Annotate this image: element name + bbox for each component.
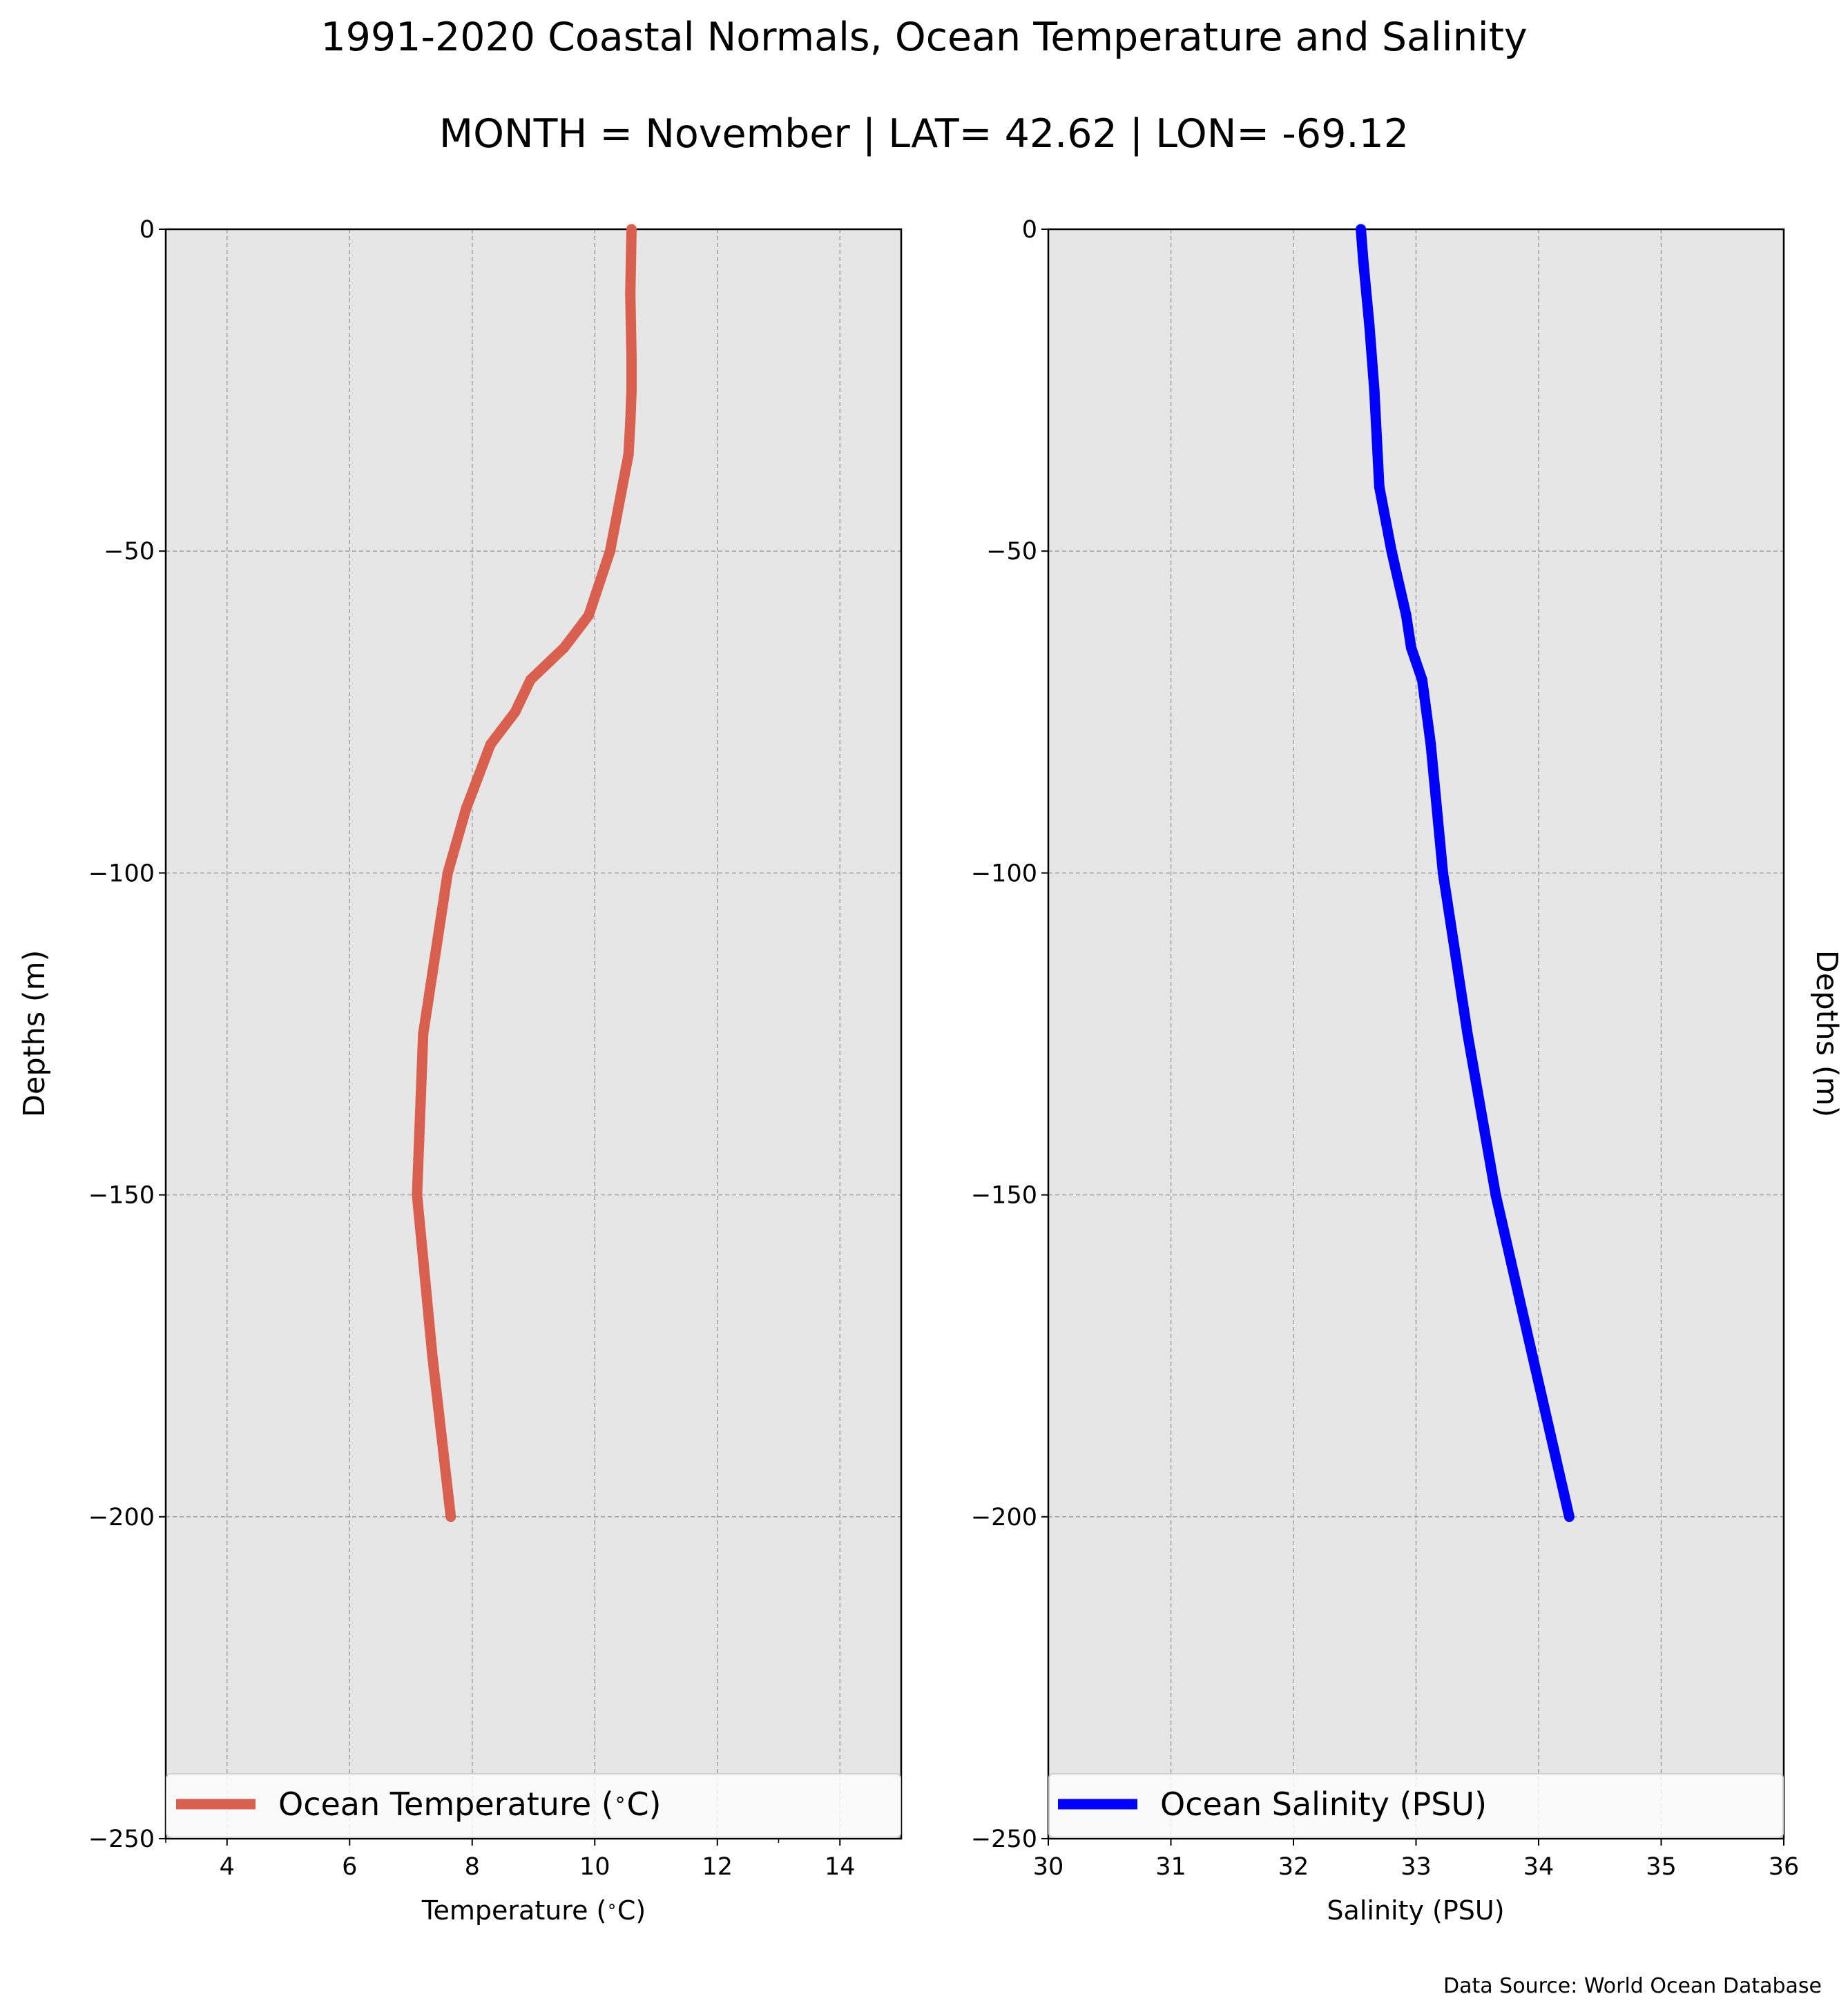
data-point	[1405, 642, 1416, 653]
y-tick-label: −150	[971, 1182, 1037, 1210]
data-point	[1462, 1029, 1473, 1039]
temperature-plot-frame	[164, 228, 903, 1840]
salinity-legend: Ocean Salinity (PSU)	[1048, 1773, 1784, 1838]
data-point	[625, 288, 636, 299]
x-tick-label: 8	[465, 1853, 480, 1881]
data-point	[1401, 610, 1412, 621]
data-point	[412, 1190, 423, 1201]
data-point	[1563, 1511, 1575, 1522]
data-points	[1356, 224, 1575, 1522]
temperature-plot-area	[166, 229, 901, 1839]
salinity-y-ticks: 0 −50 −100 −150 −200 −250	[971, 216, 1048, 1853]
y-tick-label: −250	[971, 1826, 1037, 1853]
x-tick-label: 32	[1278, 1853, 1309, 1881]
data-point	[1425, 739, 1436, 750]
data-point	[617, 481, 628, 492]
temperature-grid	[166, 229, 901, 1839]
chart-subtitle: MONTH = November | LAT= 42.62 | LON= -69…	[439, 111, 1409, 157]
temperature-legend: Ocean Temperature (∘C)	[166, 1773, 901, 1838]
temperature-x-axis-label: Temperature (∘C)	[421, 1895, 646, 1926]
data-point	[1369, 385, 1380, 396]
x-tick-label: 12	[702, 1853, 733, 1881]
data-point	[583, 610, 594, 621]
y-tick-label: 0	[1022, 216, 1037, 244]
data-point	[1356, 224, 1367, 235]
data-point	[445, 1511, 456, 1522]
x-tick-label: 36	[1769, 1853, 1800, 1881]
x-tick-label: 4	[220, 1853, 235, 1881]
data-point	[1490, 1190, 1501, 1201]
x-tick-label: 34	[1523, 1853, 1555, 1881]
data-point	[442, 867, 453, 878]
temperature-y-ticks: 0 −50 −100 −150 −200 −250	[88, 216, 166, 1853]
data-point	[623, 449, 634, 460]
data-point	[1527, 1351, 1538, 1362]
y-tick-label: −200	[971, 1504, 1037, 1531]
data-point	[418, 1029, 429, 1039]
temperature-panel: 4 6 8 10 12 14 0 −50 −100 −150 −200 −250 Ocean Tem…	[17, 216, 903, 1926]
x-tick-label: 31	[1155, 1853, 1186, 1881]
data-point	[485, 739, 496, 750]
x-tick-label: 33	[1401, 1853, 1432, 1881]
y-tick-label: −100	[971, 860, 1037, 887]
data-point	[626, 353, 637, 363]
chart-title: 1991-2020 Coastal Normals, Ocean Tempera…	[320, 14, 1527, 60]
x-tick-label: 30	[1033, 1853, 1064, 1881]
temperature-legend-box	[166, 1773, 901, 1838]
salinity-legend-box	[1048, 1773, 1784, 1838]
data-source-note: Data Source: World Ocean Database	[1443, 1974, 1822, 1998]
y-tick-label: −200	[88, 1504, 155, 1531]
data-point	[1374, 481, 1385, 492]
data-point	[427, 1351, 438, 1362]
salinity-x-ticks: 30 31 32 33 34 35 36	[1033, 1839, 1800, 1881]
data-point	[626, 224, 637, 235]
data-point	[559, 642, 570, 653]
y-tick-label: −100	[88, 860, 155, 887]
data-point	[625, 417, 636, 428]
x-tick-label: 35	[1646, 1853, 1677, 1881]
temperature-y-axis-label: Depths (m)	[17, 950, 52, 1117]
data-point	[604, 545, 615, 557]
data-point	[1364, 320, 1375, 331]
x-tick-label: 14	[825, 1853, 856, 1881]
x-tick-label: 6	[342, 1853, 357, 1881]
data-point	[1416, 675, 1427, 686]
y-tick-label: −50	[986, 538, 1037, 565]
y-tick-label: −150	[88, 1182, 155, 1210]
salinity-legend-label: Ocean Salinity (PSU)	[1160, 1786, 1487, 1823]
data-point	[626, 385, 637, 396]
data-point	[510, 706, 521, 717]
salinity-grid	[1048, 229, 1784, 1839]
data-points	[412, 224, 637, 1522]
salinity-y-axis-label: Depths (m)	[1809, 950, 1844, 1117]
data-point	[1358, 256, 1369, 267]
data-point	[1438, 867, 1448, 878]
x-tick-label: 10	[579, 1853, 610, 1881]
temperature-x-ticks: 4 6 8 10 12 14	[165, 1839, 856, 1881]
temperature-legend-label: Ocean Temperature (∘C)	[278, 1786, 662, 1823]
salinity-panel: 30 31 32 33 34 35 36 0 −50 −100 −150 −200 −250 Ocea…	[971, 216, 1844, 1926]
data-point	[1386, 545, 1397, 557]
y-tick-label: 0	[139, 216, 155, 244]
y-tick-label: −50	[104, 538, 155, 565]
y-tick-label: −250	[88, 1826, 155, 1853]
data-point	[461, 803, 472, 814]
data-point	[525, 675, 536, 686]
salinity-x-axis-label: Salinity (PSU)	[1327, 1895, 1504, 1926]
